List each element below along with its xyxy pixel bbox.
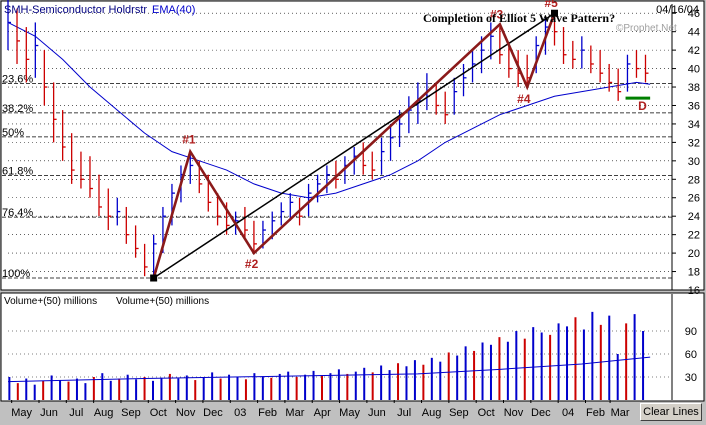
fib-label: 100% xyxy=(2,268,30,280)
volume-label-1: Volume+(50) millions xyxy=(4,296,97,307)
price-gridlines xyxy=(8,12,672,291)
x-tick-label: Feb xyxy=(586,407,605,419)
x-tick-label: Sep xyxy=(449,407,469,419)
x-tick-label: Jul xyxy=(69,407,83,419)
symbol-label: SMH-Semiconductor Holdrstr xyxy=(4,4,147,16)
wave-label: #3 xyxy=(490,7,504,21)
x-tick-label: Feb xyxy=(258,407,277,419)
wave-label: #5 xyxy=(545,0,559,10)
x-tick-label: May xyxy=(11,407,32,419)
ema-path xyxy=(7,22,651,199)
price-panel xyxy=(0,0,705,291)
price-tick-label: 46 xyxy=(688,8,700,20)
volume-tick-label: 90 xyxy=(685,326,697,338)
price-tick-label: 24 xyxy=(688,211,700,223)
x-tick-label: Oct xyxy=(478,407,495,419)
x-tick-label: Jun xyxy=(368,407,386,419)
ema-line xyxy=(7,22,651,199)
fib-label: 38.2% xyxy=(2,103,33,115)
price-bars xyxy=(7,0,649,279)
price-tick-label: 16 xyxy=(688,285,700,297)
price-tick-label: 44 xyxy=(688,27,700,39)
x-tick-label: Jun xyxy=(40,407,58,419)
x-tick-label: Apr xyxy=(314,407,331,419)
volume-axis: 30 60 90 xyxy=(671,294,697,400)
fibonacci-levels: 23.6% 38.2% 50% 61.8% 76.4% 100% xyxy=(2,73,672,280)
x-tick-label: 04 xyxy=(562,407,574,419)
x-tick-label: May xyxy=(339,407,360,419)
wave-label: #4 xyxy=(517,92,531,106)
fib-label: 61.8% xyxy=(2,166,33,178)
elliott-wave: #1 #2 #3 #4 #5 xyxy=(150,0,558,282)
x-tick-label: Sep xyxy=(121,407,141,419)
x-tick-label: Nov xyxy=(504,407,524,419)
x-tick-label: 03 xyxy=(234,407,246,419)
price-tick-label: 28 xyxy=(688,174,700,186)
price-tick-label: 18 xyxy=(688,267,700,279)
x-tick-label: Dec xyxy=(531,407,551,419)
x-tick-label: Nov xyxy=(176,407,196,419)
support-line: D xyxy=(625,96,651,113)
price-tick-label: 22 xyxy=(688,230,700,242)
volume-gridlines xyxy=(8,330,672,378)
price-tick-label: 32 xyxy=(688,137,700,149)
watermark: ©Prophet.Net xyxy=(616,23,677,34)
x-tick-label: Dec xyxy=(203,407,223,419)
volume-ma-path xyxy=(7,356,651,383)
x-tick-label: Mar xyxy=(285,407,304,419)
price-tick-label: 34 xyxy=(688,119,700,131)
price-tick-label: 20 xyxy=(688,248,700,260)
trend-line xyxy=(153,12,555,279)
wave-label: #1 xyxy=(182,133,196,147)
volume-tick-label: 60 xyxy=(685,349,697,361)
price-tick-label: 40 xyxy=(688,64,700,76)
volume-tick-label: 30 xyxy=(685,372,697,384)
support-label: D xyxy=(638,99,647,113)
wave-end-marker xyxy=(551,9,559,17)
volume-ma-line xyxy=(7,356,651,383)
price-tick-label: 30 xyxy=(688,156,700,168)
price-tick-label: 38 xyxy=(688,82,700,94)
ema-label: EMA(40) xyxy=(152,4,195,16)
x-tick-label: Jul xyxy=(397,407,411,419)
volume-label-2: Volume+(50) millions xyxy=(116,296,209,307)
price-tick-label: 26 xyxy=(688,193,700,205)
price-axis: 16 18 20 22 24 26 28 30 32 34 36 38 40 42 44 46 xyxy=(671,4,700,297)
x-tick-label: Aug xyxy=(422,407,442,419)
wave-start-marker xyxy=(150,274,158,282)
fib-label: 23.6% xyxy=(2,73,33,85)
wave-path xyxy=(152,12,556,279)
price-tick-label: 42 xyxy=(688,45,700,57)
clear-lines-button[interactable]: Clear Lines xyxy=(640,403,702,421)
x-tick-label: Aug xyxy=(94,407,114,419)
volume-panel xyxy=(0,292,705,402)
x-tick-label: Mar xyxy=(611,407,630,419)
fib-label: 50% xyxy=(2,127,24,139)
price-tick-label: 36 xyxy=(688,100,700,112)
wave-label: #2 xyxy=(245,257,259,271)
x-axis: May Jun Jul Aug Sep Oct Nov Dec 03 Feb Mar Apr May Ju… xyxy=(11,400,630,419)
date-label: 04/16/04 xyxy=(656,4,699,16)
fib-label: 76.4% xyxy=(2,207,33,219)
x-tick-label: Oct xyxy=(150,407,167,419)
trend-line-segment xyxy=(153,12,555,279)
chart-title: Completion of Elliot 5 Wave Pattern? xyxy=(423,11,615,25)
